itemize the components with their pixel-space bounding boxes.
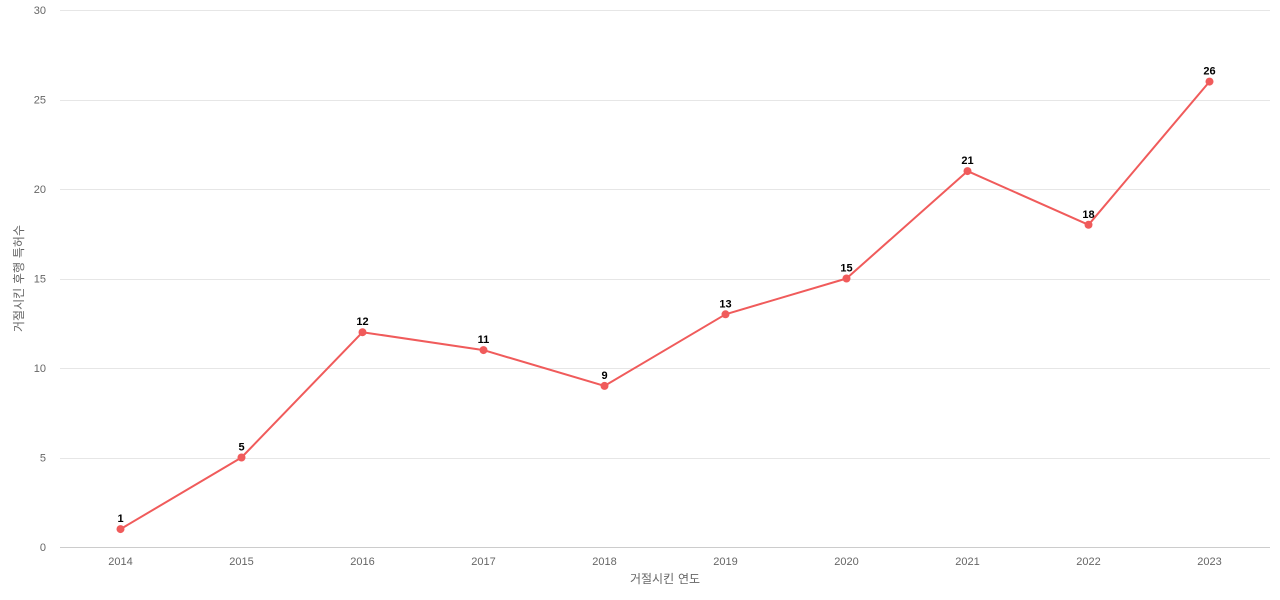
data-point[interactable] (237, 453, 246, 462)
x-tick-label: 2017 (471, 556, 495, 568)
data-label: 18 (1082, 209, 1094, 221)
data-label: 11 (478, 334, 490, 346)
x-axis-ticks: 2014 2015 2016 2017 2018 2019 2020 2021 2022 2023 (108, 556, 1221, 568)
data-label: 5 (238, 442, 244, 454)
data-label: 12 (356, 316, 368, 328)
x-tick-label: 2019 (713, 556, 737, 568)
y-tick-label: 0 (40, 542, 46, 554)
x-tick-label: 2020 (834, 556, 858, 568)
data-point[interactable] (1205, 77, 1214, 86)
data-label: 13 (719, 298, 731, 310)
grid (60, 10, 1270, 548)
y-tick-label: 30 (34, 5, 46, 17)
y-tick-label: 20 (34, 184, 46, 196)
data-point[interactable] (116, 525, 125, 534)
x-tick-label: 2022 (1076, 556, 1100, 568)
data-label: 9 (601, 370, 607, 382)
data-label: 1 (117, 513, 123, 525)
x-tick-label: 2014 (108, 556, 132, 568)
data-point[interactable] (842, 274, 851, 283)
data-point[interactable] (358, 328, 367, 337)
x-tick-label: 2023 (1197, 556, 1221, 568)
x-tick-label: 2018 (592, 556, 616, 568)
x-tick-label: 2016 (350, 556, 374, 568)
series (116, 77, 1214, 534)
x-tick-label: 2015 (229, 556, 253, 568)
y-axis-title: 거절시킨 후행 특허수 (11, 225, 26, 332)
data-point[interactable] (721, 310, 730, 319)
x-tick-label: 2021 (955, 556, 979, 568)
data-point[interactable] (600, 381, 609, 390)
y-axis-ticks: 0 5 10 15 20 25 30 (34, 5, 46, 554)
x-axis-title: 거절시킨 연도 (630, 572, 700, 586)
data-point[interactable] (479, 346, 488, 355)
y-tick-label: 25 (34, 95, 46, 107)
data-label: 21 (961, 155, 973, 167)
data-label: 15 (840, 263, 852, 275)
data-point[interactable] (963, 167, 972, 176)
y-tick-label: 10 (34, 363, 46, 375)
data-point[interactable] (1084, 220, 1093, 229)
data-label: 26 (1203, 66, 1215, 78)
y-tick-label: 5 (40, 453, 46, 465)
y-tick-label: 15 (34, 274, 46, 286)
series-line (119, 80, 1211, 531)
